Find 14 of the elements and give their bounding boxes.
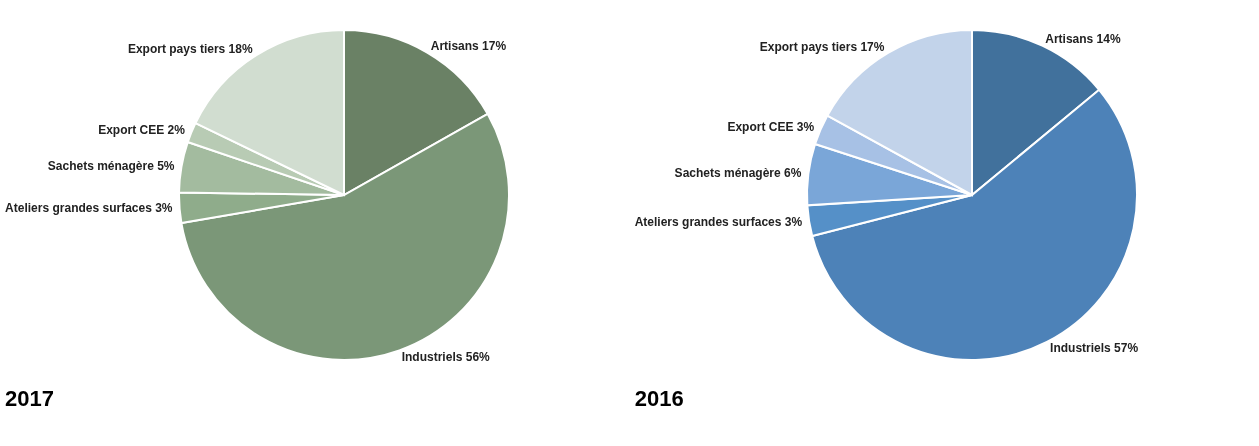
slice-label: Industriels 56%	[401, 350, 491, 365]
slice-label: Export pays tiers 17%	[759, 39, 885, 54]
slice-label: Artisans 17%	[430, 39, 507, 54]
text: 2016	[634, 386, 684, 411]
slice-label: Export pays tiers 18%	[127, 42, 253, 57]
slice-label: Ateliers grandes surfaces 3%	[634, 214, 803, 229]
text: 2017	[5, 386, 55, 411]
slice-label: Sachets ménagère 5%	[47, 158, 175, 173]
slice-label: Industriels 57%	[1050, 341, 1139, 356]
slice-label: Ateliers grandes surfaces 3%	[5, 201, 173, 216]
slice-label: Artisans 14%	[1045, 32, 1121, 47]
slice-label: Sachets ménagère 6%	[674, 166, 802, 181]
slice-label: Export CEE 3%	[727, 119, 815, 134]
slice-label: Export CEE 2%	[98, 122, 186, 137]
